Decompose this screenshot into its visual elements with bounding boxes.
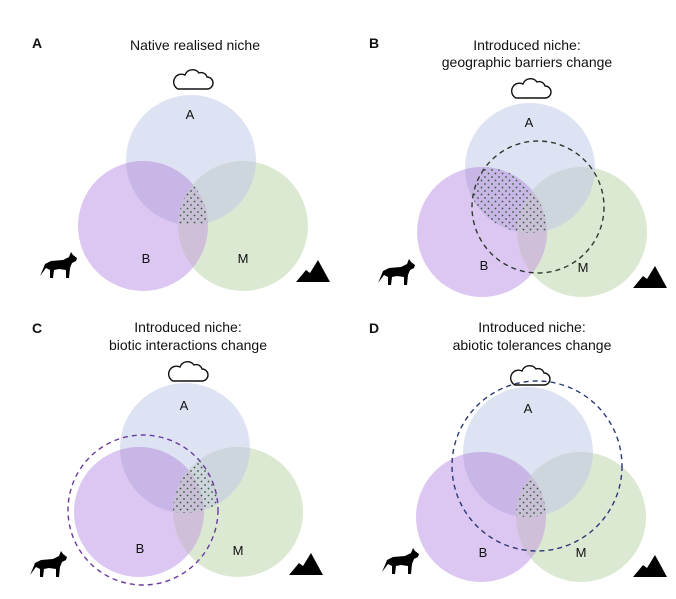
dashed-niche-boundary [451, 380, 623, 552]
circle-label-a: A [525, 115, 534, 130]
circle-label-b: B [480, 258, 489, 273]
wolf-icon [378, 259, 415, 285]
panel-d: D Introduced niche: abiotic tolerances c… [369, 319, 667, 582]
circle-label-b: B [136, 541, 145, 556]
dashed-niche-boundary [67, 434, 219, 586]
circle-label-m: M [578, 260, 589, 275]
panel-title-line-2: biotic interactions change [109, 337, 267, 353]
wolf-icon [40, 252, 77, 278]
circle-label-m: M [576, 545, 587, 560]
circle-label-b: B [479, 545, 488, 560]
panel-title-line-1: Introduced niche: [473, 37, 580, 53]
dashed-niche-boundary [471, 140, 605, 274]
panel-title-line-1: Native realised niche [130, 37, 260, 53]
panel-title-line-1: Introduced niche: [478, 319, 585, 335]
overlap-a-b [126, 161, 208, 225]
panel-b: B Introduced niche: geographic barriers … [369, 35, 667, 297]
overlap-a-b [463, 452, 546, 517]
overlap-a-m [516, 452, 593, 517]
cloud-icon [172, 69, 214, 90]
cloud-icon [509, 365, 551, 386]
circle-label-b: B [142, 251, 151, 266]
circle-label-a: A [186, 107, 195, 122]
circle-label-a: A [524, 401, 533, 416]
panel-a: A Native realised niche A B M [32, 35, 330, 291]
mountain-icon [633, 555, 667, 577]
panel-c: C Introduced niche: biotic interactions … [30, 319, 323, 586]
panel-label: C [32, 320, 42, 336]
panel-label: A [32, 35, 42, 51]
circle-label-m: M [238, 251, 249, 266]
circle-label-a: A [180, 398, 189, 413]
mountain-icon [633, 266, 667, 288]
panel-title-line-2: abiotic tolerances change [453, 337, 612, 353]
wolf-icon [30, 551, 67, 577]
cloud-icon [167, 361, 209, 382]
overlap-a-m [178, 161, 256, 225]
panel-label: B [369, 35, 379, 51]
mountain-icon [296, 260, 330, 282]
realised-niche-stipple [472, 167, 547, 233]
mountain-icon [289, 553, 323, 575]
panel-label: D [369, 320, 379, 336]
circle-label-m: M [233, 543, 244, 558]
panel-title-line-2: geographic barriers change [442, 54, 613, 70]
wolf-icon [382, 548, 419, 574]
panel-title-line-1: Introduced niche: [134, 319, 241, 335]
cloud-icon [510, 78, 552, 99]
